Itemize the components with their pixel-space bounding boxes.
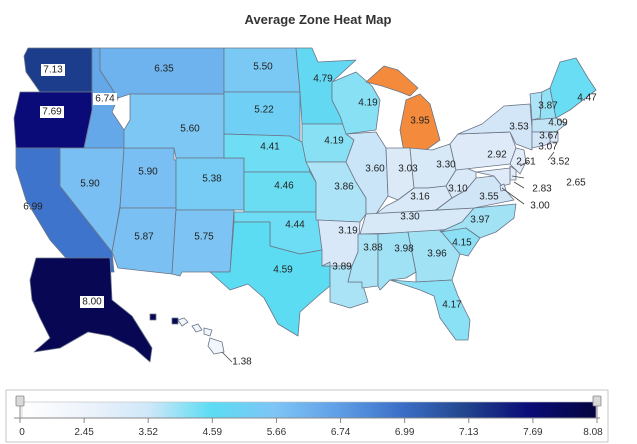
- value-label-HI: 1.38: [232, 357, 252, 368]
- label-bg-WA: [41, 64, 65, 76]
- value-label-NV: 5.90: [80, 179, 100, 190]
- value-label-AZ: 5.87: [134, 232, 154, 243]
- value-label-ND: 5.50: [253, 62, 273, 73]
- value-label-VA: 3.55: [479, 192, 499, 203]
- value-label-OK: 4.44: [285, 220, 305, 231]
- value-labels: 7.13 7.69 6.74 6.35 6.99 5.90 5.90 5.60 5.38 5.87…: [23, 62, 597, 368]
- value-label-WV: 3.10: [448, 184, 468, 195]
- legend-tick-label: 5.66: [267, 427, 287, 438]
- state-AK[interactable]: [29, 257, 179, 363]
- legend-tick-label: 7.69: [523, 427, 543, 438]
- legend-tick-label: 7.13: [459, 427, 479, 438]
- legend-tick-label: 4.59: [203, 427, 223, 438]
- state-KS[interactable]: [243, 171, 317, 213]
- state-WY[interactable]: [123, 93, 225, 159]
- state-MA[interactable]: [531, 117, 567, 133]
- value-label-WI: 4.19: [358, 98, 378, 109]
- value-label-WA: 7.13: [43, 65, 63, 76]
- value-label-MO: 3.86: [334, 182, 354, 193]
- legend-ticks: 0 2.45 3.52 4.59 5.66 6.74 6.99 7.13 7.69 8.08: [19, 418, 603, 438]
- value-label-KS: 4.46: [274, 181, 294, 192]
- value-label-UT: 5.90: [138, 167, 158, 178]
- state-OR[interactable]: [13, 91, 93, 149]
- legend-handle-right[interactable]: [592, 395, 602, 418]
- state-NM[interactable]: [171, 209, 235, 277]
- state-MI[interactable]: [365, 65, 441, 153]
- value-label-VT: 3.87: [538, 101, 558, 112]
- legend-handle-left[interactable]: [15, 395, 25, 418]
- value-label-ME: 4.47: [577, 93, 597, 104]
- state-MD[interactable]: [475, 167, 511, 187]
- value-label-GA: 3.96: [427, 249, 447, 260]
- value-label-CA: 6.99: [23, 202, 43, 213]
- state-CT[interactable]: [531, 131, 551, 149]
- value-label-SD: 5.22: [254, 105, 274, 116]
- value-label-SC: 4.15: [452, 238, 472, 249]
- value-label-MT: 6.35: [154, 64, 174, 75]
- value-label-MN: 4.79: [313, 74, 333, 85]
- state-AZ[interactable]: [111, 207, 177, 275]
- label-bg-ID: [93, 93, 117, 105]
- state-WI[interactable]: [331, 71, 381, 135]
- state-DC[interactable]: [499, 183, 507, 192]
- value-label-OR: 7.69: [42, 107, 62, 118]
- value-label-FL: 4.17: [442, 300, 462, 311]
- value-label-MA: 3.67: [539, 131, 559, 142]
- state-UT[interactable]: [119, 147, 177, 209]
- value-label-NH: 4.09: [548, 118, 568, 129]
- label-bg-OR: [40, 106, 64, 118]
- value-label-KY: 3.16: [410, 192, 430, 203]
- state-FL[interactable]: [389, 279, 471, 341]
- value-label-NC: 3.97: [470, 215, 490, 226]
- state-NC[interactable]: [439, 203, 517, 239]
- value-label-NE: 4.41: [260, 142, 280, 153]
- legend-tick-label: 3.52: [138, 427, 158, 438]
- legend-gradient-bar: [21, 401, 597, 419]
- value-label-NY: 3.53: [509, 122, 529, 133]
- value-label-NM: 5.75: [194, 232, 214, 243]
- state-NJ[interactable]: [509, 147, 527, 175]
- value-label-AL: 3.98: [394, 244, 414, 255]
- legend-tick-label: 6.99: [395, 427, 415, 438]
- value-label-TX: 4.59: [273, 265, 293, 276]
- label-bg-AK: [80, 296, 104, 308]
- value-label-AK: 8.00: [82, 297, 102, 308]
- states-layer: [13, 47, 597, 363]
- legend-tick-label: 8.08: [583, 427, 603, 438]
- legend: 0 2.45 3.52 4.59 5.66 6.74 6.99 7.13 7.69 8.08: [5, 389, 609, 443]
- value-label-IL: 3.60: [365, 164, 385, 175]
- value-label-OH: 3.30: [436, 160, 456, 171]
- value-label-RI: 3.07: [538, 142, 558, 153]
- legend-tick-label: 2.45: [74, 427, 94, 438]
- state-HI[interactable]: [177, 317, 225, 355]
- value-label-ID: 6.74: [95, 94, 115, 105]
- value-label-LA: 3.89: [332, 262, 352, 273]
- value-label-NJ: 2.61: [516, 157, 536, 168]
- value-label-DC: 3.00: [530, 201, 550, 212]
- value-label-WY: 5.60: [180, 124, 200, 135]
- value-label-TN: 3.30: [400, 212, 420, 223]
- value-label-PA: 2.92: [487, 150, 507, 161]
- legend-tick-label: 0: [19, 427, 25, 438]
- legend-tick-label: 6.74: [331, 427, 351, 438]
- value-label-CO: 5.38: [202, 174, 222, 185]
- value-label-MI: 3.95: [410, 116, 430, 127]
- value-label-AR: 3.19: [338, 226, 358, 237]
- state-ME[interactable]: [549, 57, 597, 119]
- value-label-IN: 3.03: [398, 164, 418, 175]
- map-title: Average Zone Heat Map: [245, 12, 392, 27]
- value-label-DE: 2.65: [566, 178, 586, 189]
- state-TX[interactable]: [209, 221, 331, 337]
- value-label-MS: 3.88: [363, 243, 383, 254]
- value-label-IA: 4.19: [324, 136, 344, 147]
- value-label-CT: 3.52: [550, 157, 570, 168]
- value-label-MD: 2.83: [532, 184, 552, 195]
- leader-lines: [221, 151, 555, 363]
